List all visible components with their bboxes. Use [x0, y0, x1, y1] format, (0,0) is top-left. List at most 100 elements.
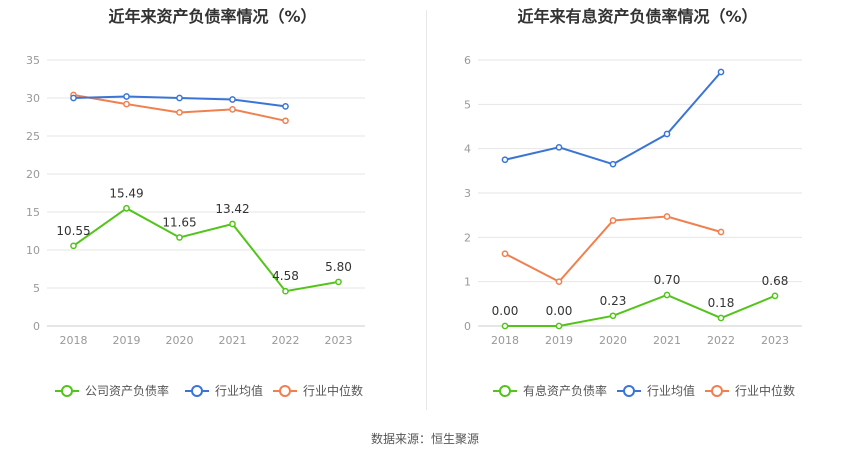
y-tick-label: 0 — [464, 320, 471, 333]
data-point — [609, 217, 617, 224]
series-line-1 — [504, 71, 722, 166]
data-point — [717, 228, 725, 236]
data-point — [717, 314, 725, 322]
data-label: 15.49 — [109, 186, 143, 200]
data-point — [176, 94, 183, 102]
chart-title: 近年来有息资产负债率情况（%） — [517, 7, 758, 26]
chart-svg: 0 1 2 3 4 5 6 2018 2019 2020 2021 2022 2023 0.00 0.00 0… — [464, 54, 802, 398]
data-label: 11.65 — [162, 215, 196, 229]
y-tick-label: 5 — [33, 282, 40, 295]
x-tick-label: 2023 — [761, 334, 789, 347]
legend-marker — [623, 385, 635, 397]
legend-marker — [711, 385, 723, 397]
legend-item[interactable]: 行业中位数 — [273, 383, 363, 398]
legend-item[interactable]: 行业均值 — [185, 383, 263, 398]
y-tick-label: 20 — [26, 168, 40, 181]
data-point — [717, 68, 725, 76]
data-point — [123, 204, 130, 212]
panel-divider — [426, 10, 427, 410]
data-point — [335, 278, 342, 286]
data-point — [229, 220, 236, 228]
series-line-0 — [505, 293, 776, 327]
y-tick-label: 6 — [464, 54, 471, 67]
data-point — [282, 117, 289, 125]
x-tick-label: 2018 — [60, 334, 88, 347]
legend-item[interactable]: 行业均值 — [617, 383, 695, 398]
legend-label: 行业中位数 — [303, 383, 363, 398]
data-point — [70, 242, 77, 250]
legend-label: 行业中位数 — [735, 383, 795, 398]
chart-title: 近年来资产负债率情况（%） — [108, 7, 317, 26]
data-point — [229, 106, 236, 113]
source-note: 数据来源：恒生聚源 — [370, 432, 479, 446]
data-label: 13.42 — [215, 202, 249, 216]
data-point — [501, 322, 509, 330]
x-tick-label: 2020 — [166, 334, 194, 347]
data-point — [663, 291, 671, 299]
data-point — [176, 109, 183, 116]
data-label: 0.00 — [546, 304, 573, 318]
y-tick-label: 35 — [26, 54, 40, 67]
y-tick-label: 2 — [464, 231, 471, 244]
data-point — [609, 160, 617, 168]
data-label: 0.00 — [492, 304, 519, 318]
y-tick-label: 3 — [464, 187, 471, 200]
chart-interest-debt-ratio: 近年来有息资产负债率情况（%） 0 1 2 3 4 5 6 2018 2019 2020 2021 2… — [425, 0, 850, 420]
legend-marker — [191, 385, 203, 397]
y-tick-label: 25 — [26, 130, 40, 143]
y-tick-label: 10 — [26, 244, 40, 257]
y-tick-label: 15 — [26, 206, 40, 219]
data-point — [282, 103, 289, 110]
data-point — [771, 292, 779, 300]
y-tick-label: 5 — [464, 98, 471, 111]
data-point — [70, 94, 77, 102]
data-point — [282, 287, 289, 295]
data-point — [123, 100, 130, 108]
y-tick-label: 1 — [464, 276, 471, 289]
data-point — [555, 278, 563, 286]
x-tick-label: 2020 — [599, 334, 627, 347]
y-tick-label: 30 — [26, 92, 40, 105]
legend-label: 行业均值 — [215, 383, 263, 398]
data-point — [229, 96, 236, 103]
data-point — [176, 234, 183, 241]
chart-svg: 0 5 10 15 20 25 30 35 2018 2019 2020 2021 2022 2023 10… — [26, 54, 365, 398]
data-label: 0.18 — [708, 296, 735, 310]
series-line-0 — [72, 207, 339, 293]
legend-label: 公司资产负债率 — [85, 383, 169, 398]
data-label: 0.23 — [600, 294, 627, 308]
x-tick-label: 2021 — [653, 334, 681, 347]
data-point — [501, 156, 509, 164]
data-point — [663, 213, 671, 220]
legend-marker — [499, 385, 511, 397]
legend-marker — [61, 385, 73, 397]
x-tick-label: 2019 — [545, 334, 573, 347]
x-tick-label: 2022 — [272, 334, 300, 347]
x-tick-label: 2019 — [113, 334, 141, 347]
data-label: 0.68 — [762, 274, 789, 288]
data-label: 4.58 — [272, 269, 299, 283]
x-tick-label: 2023 — [325, 334, 353, 347]
legend-label: 有息资产负债率 — [523, 383, 607, 398]
series-line-2 — [504, 215, 722, 283]
chart-debt-ratio: 近年来资产负债率情况（%） 0 5 10 15 20 25 30 35 2018 2019 2020… — [0, 0, 425, 420]
legend-label: 行业均值 — [647, 383, 695, 398]
x-tick-label: 2018 — [491, 334, 519, 347]
x-tick-label: 2022 — [707, 334, 735, 347]
legend-item[interactable]: 行业中位数 — [705, 383, 795, 398]
data-label: 5.80 — [325, 260, 352, 274]
data-label: 10.55 — [56, 224, 90, 238]
y-tick-label: 0 — [33, 320, 40, 333]
legend-item[interactable]: 有息资产负债率 — [493, 383, 607, 398]
data-point — [555, 143, 563, 151]
legend-item[interactable]: 公司资产负债率 — [55, 383, 169, 398]
x-tick-label: 2021 — [219, 334, 247, 347]
data-point — [123, 93, 130, 100]
data-point — [609, 312, 617, 320]
data-point — [663, 130, 671, 138]
data-point — [555, 322, 563, 330]
y-tick-label: 4 — [464, 143, 471, 156]
data-point — [501, 250, 509, 258]
data-label: 0.70 — [654, 273, 681, 287]
